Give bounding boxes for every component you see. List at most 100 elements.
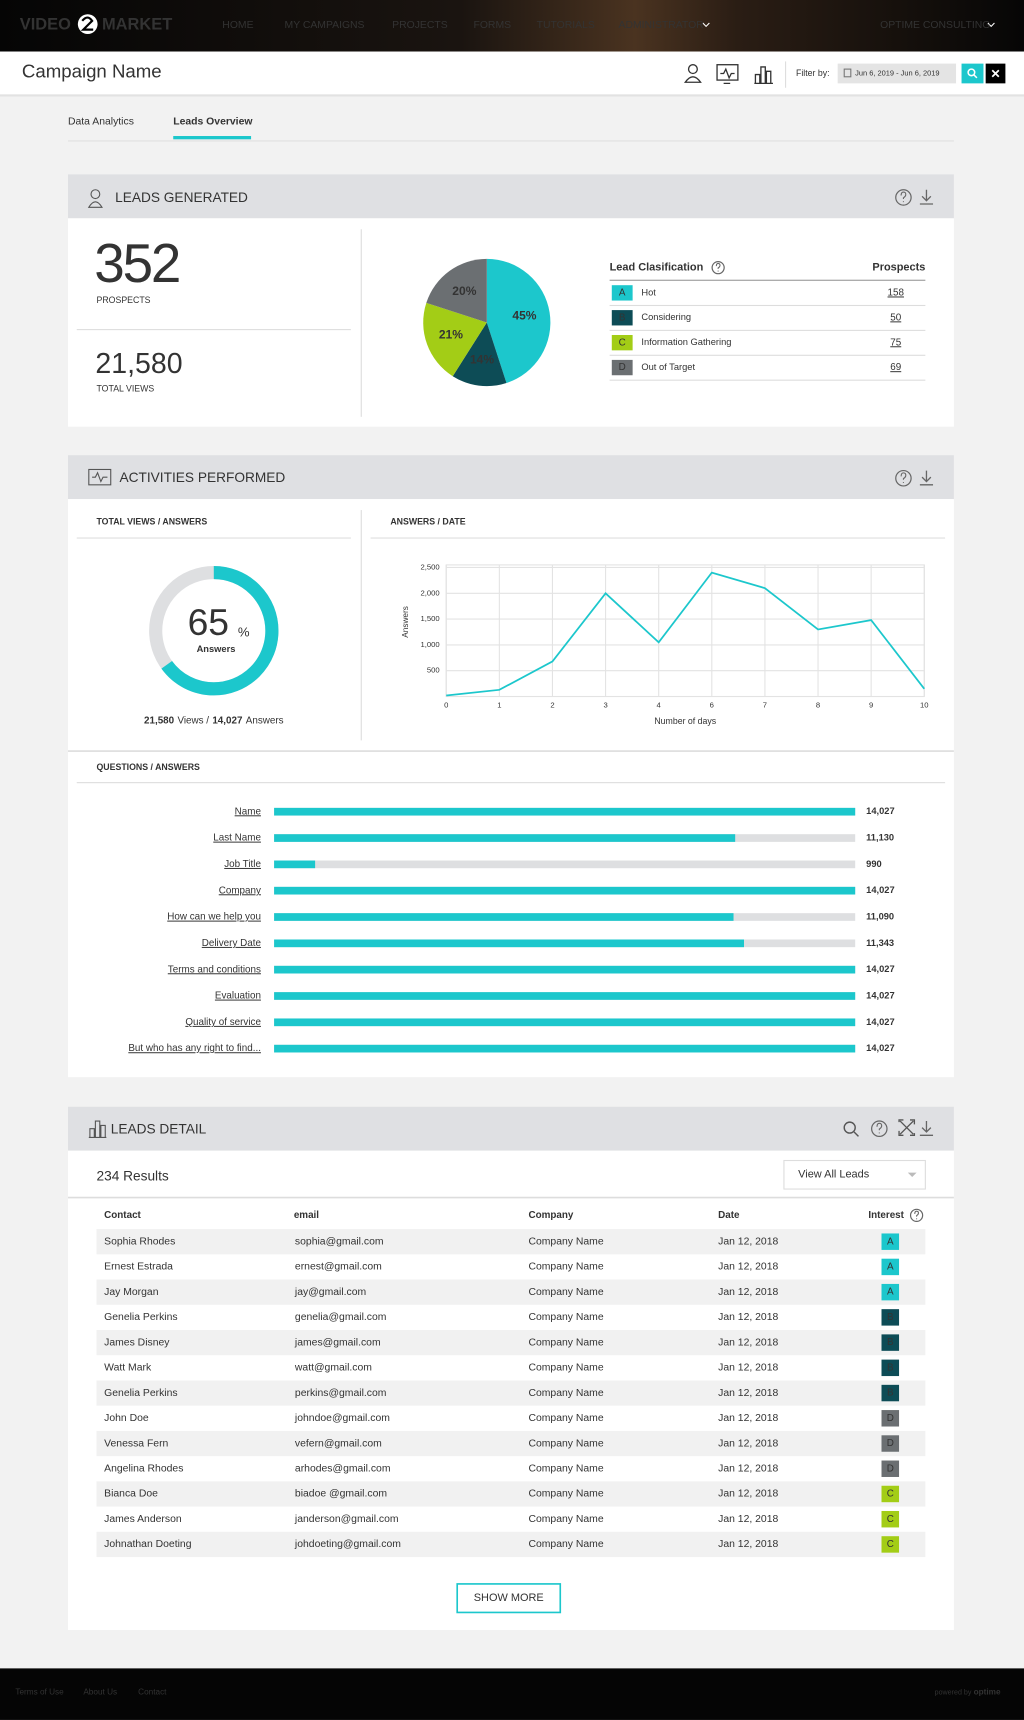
line-series <box>446 571 925 697</box>
table-column: Prospects <box>872 262 925 274</box>
row-shade <box>96 1430 926 1457</box>
question-label[interactable]: Name <box>235 806 262 817</box>
help-icon[interactable] <box>871 1120 888 1137</box>
interest-letter: B <box>887 1337 894 1348</box>
question-label[interactable]: Quality of service <box>185 1017 261 1028</box>
nav-item[interactable]: ADMINISTRATOR <box>619 20 705 31</box>
kpi-label: TOTAL VIEWS <box>96 384 154 394</box>
class-name: Out of Target <box>641 362 695 372</box>
cell: arhodes@gmail.com <box>295 1463 391 1474</box>
question-label[interactable]: But who has any right to find... <box>128 1043 261 1054</box>
pie-label: 20% <box>452 284 476 298</box>
expand-icon[interactable] <box>898 1119 916 1136</box>
download-icon[interactable] <box>919 470 934 486</box>
download-icon[interactable] <box>919 1121 934 1136</box>
cell: james@gmail.com <box>294 1337 381 1348</box>
pie-label: 45% <box>512 309 536 323</box>
footer-link[interactable]: Terms of Use <box>15 1688 64 1697</box>
help-glyph <box>876 1122 883 1134</box>
help-glyph <box>914 1210 919 1220</box>
cell: Sophia Rhodes <box>104 1236 175 1247</box>
donut-unit: % <box>238 624 250 639</box>
class-count[interactable]: 69 <box>890 362 901 373</box>
x-tick-label: 4 <box>657 700 662 709</box>
divider <box>785 61 787 88</box>
cell: Company Name <box>528 1337 603 1348</box>
help-icon[interactable] <box>895 469 912 487</box>
question-label[interactable]: Company <box>219 885 261 896</box>
cell: Jan 12, 2018 <box>718 1363 778 1374</box>
bar <box>274 807 856 816</box>
cell: Jan 12, 2018 <box>718 1514 778 1525</box>
card-icon <box>87 201 103 208</box>
interest-letter: D <box>887 1463 894 1474</box>
y-tick-label: 1,000 <box>420 640 439 649</box>
download-icon[interactable] <box>919 189 934 205</box>
cell: Bianca Doe <box>104 1489 158 1500</box>
cell: vefern@gmail.com <box>295 1438 382 1449</box>
search-icon[interactable] <box>843 1121 856 1134</box>
tab[interactable]: Data Analytics <box>68 117 134 128</box>
nav-item[interactable]: TUTORIALS <box>537 20 595 31</box>
powered-by: powered by <box>935 1688 972 1696</box>
tab-active[interactable]: Leads Overview <box>173 117 253 128</box>
date-range[interactable]: Jun 6, 2019 - Jun 6, 2019 <box>855 68 939 77</box>
show-more-text[interactable]: SHOW MORE <box>474 1592 544 1604</box>
dropdown[interactable] <box>783 1159 926 1190</box>
class-name: Hot <box>641 287 656 297</box>
badge <box>611 359 633 376</box>
nav-item[interactable]: HOME <box>222 20 253 31</box>
nav-item[interactable]: PROJECTS <box>392 20 448 31</box>
class-count[interactable]: 75 <box>890 337 901 348</box>
question-label[interactable]: Evaluation <box>215 991 261 1002</box>
cell: Company Name <box>528 1489 603 1500</box>
class-name: Considering <box>641 312 691 322</box>
nav-item[interactable]: FORMS <box>473 20 511 31</box>
icon-monitor[interactable] <box>716 64 739 81</box>
nav-item[interactable]: MY CAMPAIGNS <box>285 20 365 31</box>
interest-badge <box>881 1536 900 1553</box>
header-icons <box>683 64 773 85</box>
pie-slice <box>423 302 487 377</box>
card-title: LEADS GENERATED <box>115 190 248 205</box>
question-label[interactable]: Last Name <box>213 833 261 844</box>
pie-label: 21% <box>439 328 463 342</box>
class-count[interactable]: 50 <box>890 312 901 323</box>
calendar-icon <box>843 68 852 78</box>
footer-link[interactable]: Contact <box>138 1688 167 1697</box>
cell: John Doe <box>104 1413 149 1424</box>
class-count[interactable]: 158 <box>888 287 905 298</box>
cell: jay@gmail.com <box>294 1287 366 1298</box>
row-rule <box>609 329 926 331</box>
interest-letter: C <box>887 1489 894 1500</box>
interest-badge <box>881 1283 900 1301</box>
cell: Company Name <box>528 1363 603 1374</box>
icon-bars[interactable] <box>754 66 773 85</box>
question-label[interactable]: Job Title <box>224 859 261 870</box>
column-header: Interest <box>868 1210 904 1221</box>
help-icon[interactable] <box>909 1208 924 1223</box>
dropdown-text[interactable]: View All Leads <box>798 1169 870 1181</box>
bar <box>274 834 736 842</box>
clear-icon <box>991 69 1000 78</box>
donut-summary: 21,580 Views /14,027 Answers <box>144 715 284 726</box>
search-button[interactable] <box>961 63 984 84</box>
question-label[interactable]: Delivery Date <box>202 938 262 949</box>
cell: Jan 12, 2018 <box>718 1489 778 1500</box>
question-label[interactable]: Terms and conditions <box>168 964 261 975</box>
nav-account[interactable]: OPTIME CONSULTING <box>880 20 990 31</box>
cell: Genelia Perkins <box>104 1312 177 1323</box>
date-box[interactable] <box>837 63 957 84</box>
footer-link[interactable]: About Us <box>83 1688 117 1697</box>
help-icon[interactable] <box>895 189 912 206</box>
icon-person-body <box>683 76 702 83</box>
cell: Angelina Rhodes <box>104 1463 183 1474</box>
page-title: Campaign Name <box>22 60 162 81</box>
help-icon[interactable] <box>711 261 725 275</box>
tab-rule <box>67 140 954 142</box>
show-more-button[interactable] <box>456 1583 562 1614</box>
question-label[interactable]: How can we help you <box>167 912 261 923</box>
icon-person[interactable] <box>687 64 698 75</box>
interest-letter: D <box>887 1438 894 1449</box>
donut-caption: Answers <box>197 644 236 654</box>
